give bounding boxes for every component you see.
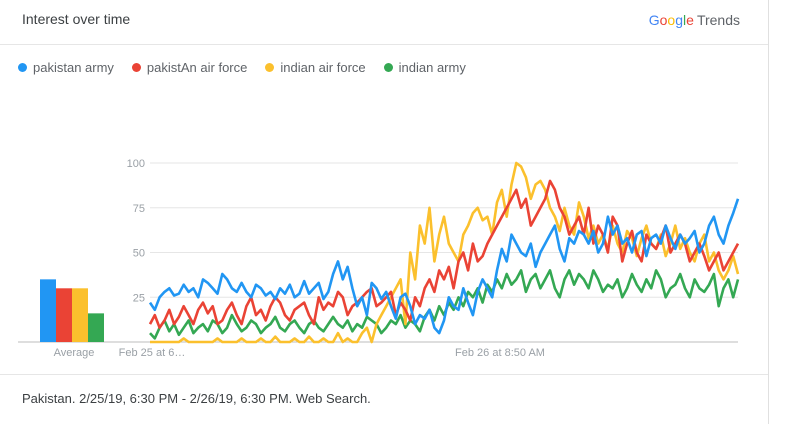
average-bar	[88, 313, 104, 342]
legend-item[interactable]: indian air force	[265, 60, 366, 75]
card-footer: Pakistan. 2/25/19, 6:30 PM - 2/26/19, 6:…	[0, 374, 768, 423]
legend-label: indian army	[398, 60, 466, 75]
legend-label: pakistan army	[33, 60, 114, 75]
google-trends-logo[interactable]: Google Trends	[649, 12, 740, 28]
google-logo-text: Google	[648, 12, 694, 28]
legend-label: pakistAn air force	[146, 60, 248, 75]
legend-dot	[265, 63, 275, 72]
average-bar	[56, 288, 72, 342]
series-line-pakistan-air-force	[148, 179, 740, 330]
legend-dot	[383, 63, 393, 72]
interest-over-time-card: Interest over time Google Trends pakistan…	[0, 0, 769, 424]
x-tick-label: Feb 26 at 8:50 AM	[455, 347, 545, 359]
average-bar	[40, 279, 56, 342]
average-label: Average	[54, 347, 95, 359]
y-tick-label: 25	[133, 292, 145, 304]
card-title: Interest over time	[22, 11, 131, 27]
interest-line-chart: 25 50 75 100 Average Feb 25 at 6… Feb 26 at 8:…	[18, 158, 740, 359]
legend-item[interactable]: pakistan army	[18, 60, 114, 75]
series-line-pakistan-army	[148, 198, 740, 335]
legend-dot	[131, 63, 141, 72]
y-tick-label: 50	[133, 248, 145, 260]
legend-item[interactable]: indian army	[383, 60, 466, 75]
y-tick-label: 75	[133, 203, 145, 215]
y-tick-label: 100	[127, 158, 145, 170]
card-header: Interest over time Google Trends	[0, 0, 768, 45]
legend-label: indian air force	[280, 60, 366, 75]
x-tick-label: Feb 25 at 6…	[119, 347, 186, 359]
legend-item[interactable]: pakistAn air force	[131, 60, 248, 75]
legend-dot	[18, 63, 27, 72]
average-bar	[72, 288, 88, 342]
series-line-indian-air-force	[150, 161, 740, 344]
footer-description: Pakistan. 2/25/19, 6:30 PM - 2/26/19, 6:…	[22, 391, 371, 406]
trends-label: Trends	[696, 12, 740, 28]
chart-legend: pakistan army pakistAn air force indian ai…	[18, 60, 466, 75]
